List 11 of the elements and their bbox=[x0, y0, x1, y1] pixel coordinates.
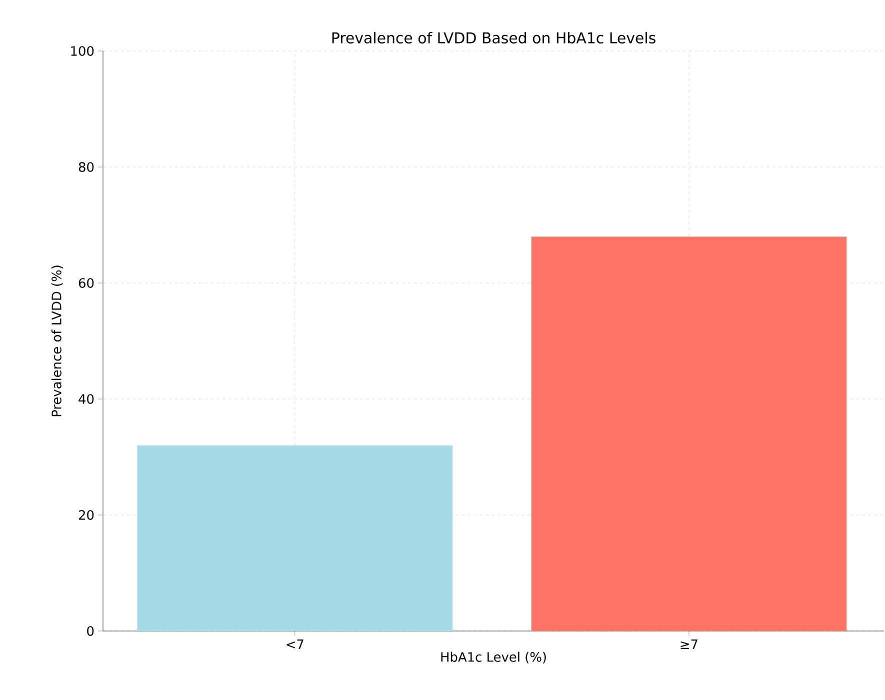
x-tick-label: <7 bbox=[286, 640, 304, 649]
y-tick-label: 20 bbox=[78, 510, 94, 520]
x-axis-title: HbA1c Level (%) bbox=[441, 652, 546, 664]
chart-title: Prevalence of LVDD Based on HbA1c Levels bbox=[332, 32, 656, 44]
y-tick-label: 60 bbox=[78, 278, 94, 288]
y-tick-label: 100 bbox=[71, 46, 94, 56]
x-tick-label: ≥7 bbox=[680, 640, 698, 649]
y-tick-label: 40 bbox=[78, 394, 94, 404]
y-axis-title: Prevalence of LVDD (%) bbox=[51, 266, 63, 416]
y-tick-label: 0 bbox=[87, 626, 94, 636]
y-tick-label: 80 bbox=[78, 162, 94, 172]
